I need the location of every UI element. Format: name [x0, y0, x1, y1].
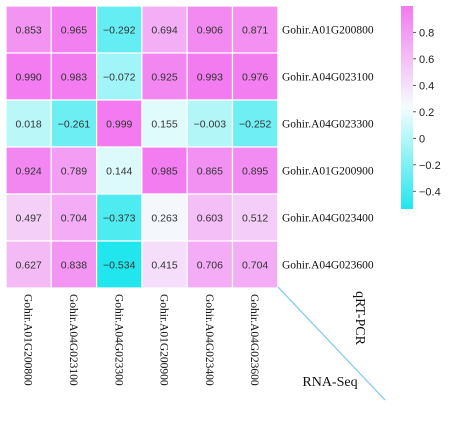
colorbar-ticks: 0.8 0.6 0.4 0.2 0 −0.2 −0.4 — [413, 27, 441, 198]
cell-value-label: 0.871 — [242, 25, 268, 37]
heatmap-cell — [95, 146, 143, 195]
cell-value-label: 0.925 — [151, 72, 177, 84]
cell-value-label: −0.252 — [239, 119, 272, 131]
column-labels: Gohir.A01G200800 Gohir.A04G023100 Gohir.A0… — [22, 294, 260, 386]
heatmap-cell — [231, 146, 279, 195]
column-label: Gohir.A01G200900 — [158, 294, 170, 386]
cell-value-label: 0.706 — [197, 260, 223, 272]
heatmap-cell — [5, 240, 52, 289]
cell-value-label: 0.512 — [242, 213, 268, 225]
axis-divider-line — [277, 286, 386, 401]
heatmap-cell — [141, 193, 188, 242]
cell-value-label: 0.497 — [16, 213, 42, 225]
heatmap-cell — [50, 146, 98, 195]
heatmap-cell — [5, 5, 52, 54]
row-label: Gohir.A04G023100 — [282, 72, 374, 84]
cell-value-label: −0.534 — [103, 260, 136, 272]
cell-value-label: −0.292 — [103, 25, 136, 37]
heatmap-cell — [231, 52, 279, 101]
cell-value-label: 0.853 — [16, 25, 42, 37]
column-axis-title: RNA-Seq — [302, 375, 357, 390]
cell-value-label: 0.789 — [61, 166, 87, 178]
row-label: Gohir.A01G200800 — [282, 25, 374, 37]
heatmap-cells: 0.853 0.965 −0.292 0.694 0.906 0.871 0.990 0.98… — [5, 5, 279, 289]
column-label: Gohir.A04G023600 — [248, 294, 260, 386]
row-label: Gohir.A04G023600 — [282, 260, 374, 272]
colorbar-tick-label: 0.6 — [419, 54, 434, 66]
heatmap-cell — [50, 52, 98, 101]
cell-value-label: 0.924 — [16, 166, 42, 178]
row-label: Gohir.A01G200900 — [282, 166, 374, 178]
heatmap-cell — [50, 99, 98, 148]
cell-value-label: 0.144 — [106, 166, 132, 178]
cell-value-label: 0.999 — [106, 119, 132, 131]
cell-value-label: 0.983 — [61, 72, 87, 84]
cell-value-label: 0.865 — [197, 166, 223, 178]
cell-value-label: 0.018 — [16, 119, 42, 131]
colorbar-gradient — [401, 6, 413, 209]
heatmap-cell — [186, 99, 234, 148]
cell-value-label: −0.003 — [194, 119, 227, 131]
cell-value-label: 0.838 — [61, 260, 87, 272]
row-label: Gohir.A04G023400 — [282, 213, 374, 225]
colorbar-tick-label: 0.4 — [419, 80, 434, 92]
colorbar-tick-label: −0.2 — [419, 160, 441, 172]
cell-value-label: −0.261 — [58, 119, 91, 131]
heatmap-cell — [231, 99, 279, 148]
colorbar: 0.8 0.6 0.4 0.2 0 −0.2 −0.4 — [401, 6, 441, 209]
heatmap-cell — [141, 146, 188, 195]
cell-value-label: 0.965 — [61, 25, 87, 37]
colorbar-tick-label: −0.4 — [419, 186, 441, 198]
cell-value-label: 0.704 — [242, 260, 268, 272]
heatmap-cell — [231, 193, 279, 242]
cell-value-label: 0.895 — [242, 166, 268, 178]
cell-value-label: 0.415 — [151, 260, 177, 272]
colorbar-tick-label: 0 — [419, 133, 425, 145]
cell-value-label: −0.373 — [103, 213, 136, 225]
heatmap-cell — [50, 5, 98, 54]
cell-value-label: −0.072 — [103, 72, 136, 84]
heatmap-cell — [95, 193, 143, 242]
cell-value-label: 0.627 — [16, 260, 42, 272]
heatmap-cell — [231, 5, 279, 54]
heatmap-cell — [141, 52, 188, 101]
heatmap-cell — [186, 193, 234, 242]
row-label: Gohir.A04G023300 — [282, 119, 374, 131]
cell-value-label: 0.263 — [151, 213, 177, 225]
heatmap-cell — [186, 146, 234, 195]
heatmap-cell — [141, 99, 188, 148]
cell-value-label: 0.603 — [197, 213, 223, 225]
cell-value-label: 0.990 — [16, 72, 42, 84]
cell-value-label: 0.906 — [197, 25, 223, 37]
heatmap-cell — [141, 240, 188, 289]
heatmap-cell — [5, 146, 52, 195]
row-axis-title: qRT-PCR — [352, 291, 367, 346]
colorbar-tick-label: 0.8 — [419, 27, 434, 39]
column-label: Gohir.A04G023300 — [112, 294, 124, 386]
row-labels: Gohir.A01G200800 Gohir.A04G023100 Gohir.A0… — [282, 25, 374, 272]
colorbar-tick-label: 0.2 — [419, 107, 434, 119]
cell-value-label: 0.155 — [151, 119, 177, 131]
column-label: Gohir.A01G200800 — [22, 294, 34, 386]
column-label: Gohir.A04G023400 — [203, 294, 215, 386]
cell-value-label: 0.694 — [151, 25, 177, 37]
heatmap-cell — [231, 240, 279, 289]
column-label: Gohir.A04G023100 — [67, 294, 79, 386]
cell-value-label: 0.993 — [197, 72, 223, 84]
heatmap-cell — [186, 240, 234, 289]
cell-value-label: 0.704 — [61, 213, 87, 225]
cell-value-label: 0.976 — [242, 72, 268, 84]
cell-value-label: 0.985 — [151, 166, 177, 178]
